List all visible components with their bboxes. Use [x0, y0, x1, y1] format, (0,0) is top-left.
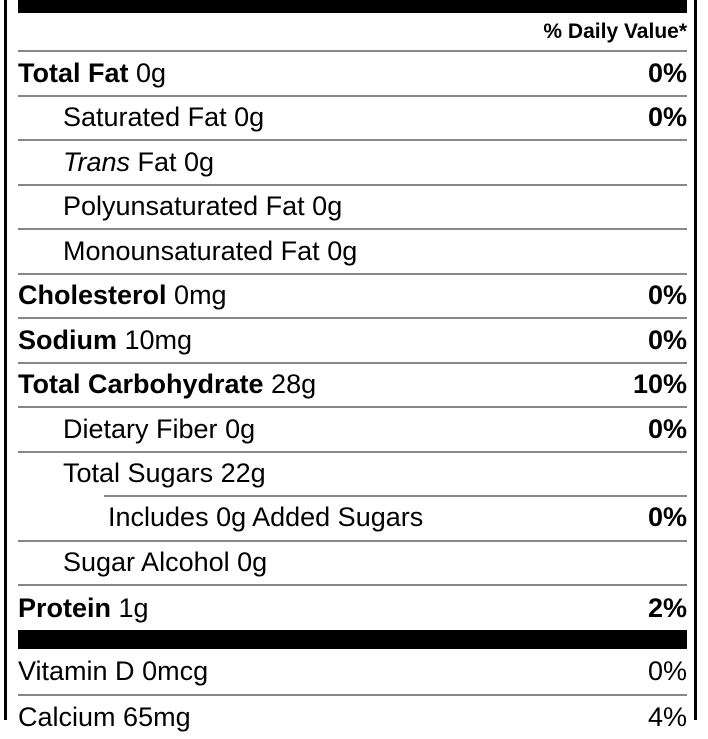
nutrient-label: Calcium 65mg [18, 702, 191, 733]
daily-value: 0% [647, 324, 687, 355]
nutrient-label: Polyunsaturated Fat 0g [63, 191, 342, 222]
daily-value: 0% [647, 501, 687, 532]
nutrient-name: Monounsaturated Fat [63, 235, 320, 266]
nutrient-name: Total Carbohydrate [18, 369, 264, 400]
nutrient-name: Saturated Fat [63, 102, 227, 133]
row-calcium: Calcium 65mg 4% [18, 694, 687, 739]
row-protein: Protein 1g 2% [18, 584, 687, 630]
row-cholesterol: Cholesterol 0mg 0% [18, 272, 687, 318]
row-saturated-fat: Saturated Fat 0g 0% [18, 94, 687, 140]
row-added-sugars: Includes 0g Added Sugars 0% [18, 495, 687, 540]
nutrient-name: Vitamin D [18, 656, 135, 686]
row-total-sugars: Total Sugars 22g [18, 450, 687, 496]
nutrient-label: Total Fat 0g [18, 58, 166, 89]
nutrient-name: Trans [63, 146, 131, 177]
daily-value: 0% [647, 57, 687, 88]
nutrient-label: Saturated Fat 0g [63, 102, 264, 133]
nutrient-name: Calcium [18, 701, 116, 732]
nutrient-amount: Fat 0g [137, 146, 215, 177]
row-sugar-alcohol: Sugar Alcohol 0g [18, 539, 687, 585]
nutrient-amount: 0g [234, 102, 265, 133]
nutrient-label: Total Sugars 22g [63, 458, 266, 489]
daily-value: 2% [647, 592, 687, 623]
nutrient-label: Trans Fat 0g [63, 147, 214, 178]
nutrient-label: Sodium 10mg [18, 325, 192, 356]
daily-value: 0% [647, 413, 687, 444]
nutrient-label: Vitamin D 0mcg [18, 656, 208, 687]
row-sodium: Sodium 10mg 0% [18, 317, 687, 362]
nutrient-name: Total Fat [18, 57, 129, 88]
daily-value: 10% [632, 369, 687, 400]
row-vitamin-d: Vitamin D 0mcg 0% [18, 649, 687, 694]
row-polyunsaturated-fat: Polyunsaturated Fat 0g [18, 183, 687, 229]
daily-value-header-text: % Daily Value* [543, 19, 687, 43]
daily-value: 0% [647, 102, 687, 133]
row-monounsaturated-fat: Monounsaturated Fat 0g [18, 228, 687, 273]
nutrient-label: Cholesterol 0mg [18, 280, 227, 311]
row-total-carbohydrate: Total Carbohydrate 28g 10% [18, 361, 687, 407]
daily-value: 0% [647, 656, 687, 686]
nutrient-name: Dietary Fiber [63, 413, 218, 444]
nutrient-name: Total Sugars [63, 458, 214, 489]
nutrient-label: Includes 0g Added Sugars [108, 502, 423, 533]
nutrient-amount: 0g [327, 235, 358, 266]
nutrient-amount: 1g [118, 592, 149, 623]
nutrient-amount: 0mcg [142, 656, 209, 686]
daily-value-header: % Daily Value* [18, 13, 687, 50]
nutrient-name: Protein [18, 592, 112, 623]
nutrition-facts-label: % Daily Value* Total Fat 0g 0% Saturated… [4, 0, 697, 732]
thick-divider-top [18, 0, 687, 13]
thick-divider-middle [18, 630, 687, 649]
nutrient-amount: 0g [237, 547, 268, 578]
nutrient-amount: 22g [220, 458, 266, 489]
nutrient-label: Sugar Alcohol 0g [63, 547, 267, 578]
daily-value: 0% [647, 280, 687, 311]
nutrient-amount: 0mg [174, 280, 227, 311]
nutrient-amount: 0g [312, 191, 343, 222]
row-trans-fat: Trans Fat 0g [18, 139, 687, 184]
nutrient-amount: 65mg [123, 701, 191, 732]
row-dietary-fiber: Dietary Fiber 0g 0% [18, 406, 687, 451]
nutrient-label: Monounsaturated Fat 0g [63, 236, 357, 267]
nutrient-amount: 10mg [124, 324, 193, 355]
nutrient-amount: 0g [225, 413, 256, 444]
nutrient-name: Sodium [18, 324, 117, 355]
nutrient-amount: 28g [271, 369, 317, 400]
nutrient-label: Protein 1g [18, 593, 149, 624]
daily-value: 4% [647, 701, 687, 732]
nutrient-name: Includes 0g Added Sugars [108, 501, 424, 532]
row-total-fat: Total Fat 0g 0% [18, 50, 687, 95]
nutrient-name: Polyunsaturated Fat [63, 191, 305, 222]
nutrient-label: Dietary Fiber 0g [63, 414, 255, 445]
nutrient-amount: 0g [136, 57, 167, 88]
nutrient-name: Cholesterol [18, 280, 167, 311]
nutrient-name: Sugar Alcohol [63, 547, 230, 578]
nutrient-label: Total Carbohydrate 28g [18, 369, 316, 400]
